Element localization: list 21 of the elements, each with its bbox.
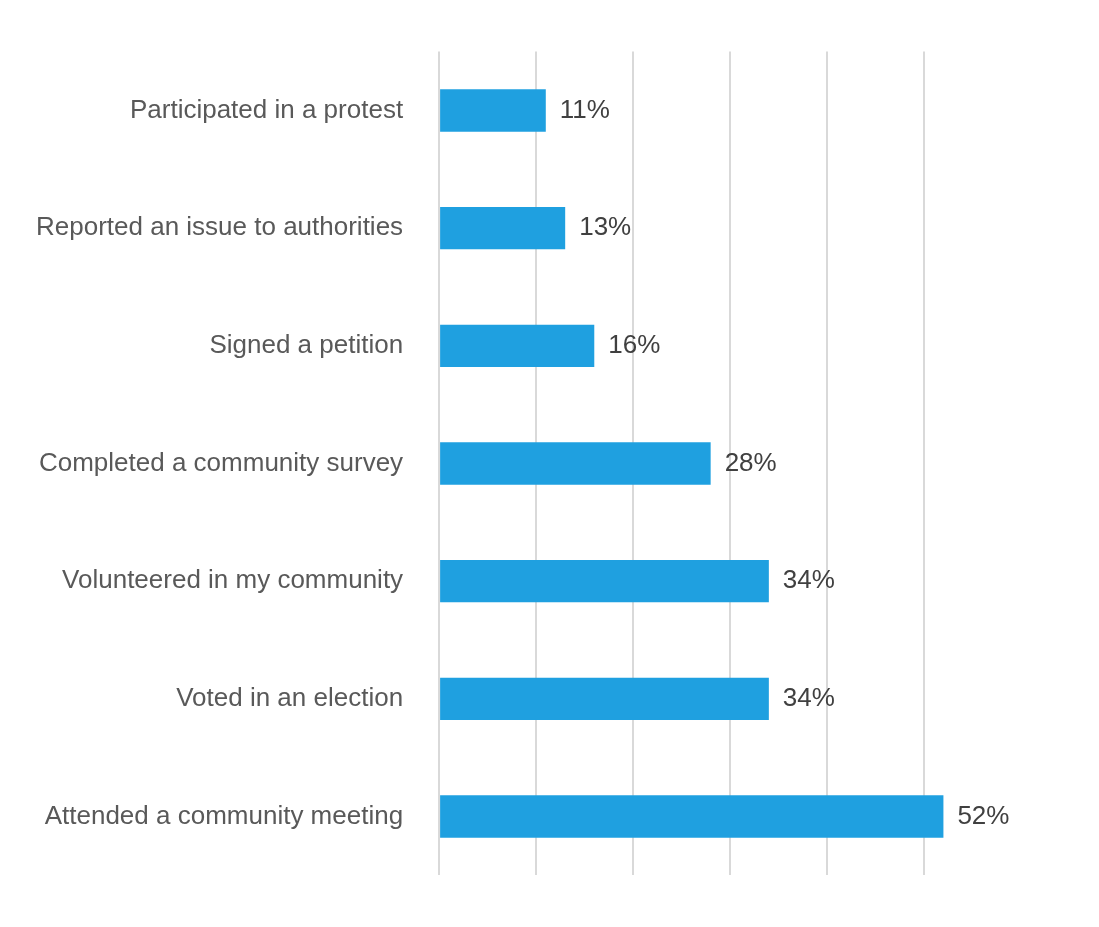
bar [440, 677, 769, 721]
data-label: 52% [957, 799, 1010, 830]
y-tick-label: Reported an issue to authorities [35, 211, 404, 242]
bar [440, 324, 595, 367]
bar [440, 795, 944, 838]
y-tick-label: Attended a community meeting [44, 799, 404, 830]
data-label: 11% [559, 93, 610, 124]
y-tick-label: Signed a petition [209, 328, 404, 359]
y-tick-label: Volunteered in my community [62, 564, 404, 595]
bar [440, 442, 711, 485]
data-label: 13% [579, 211, 632, 242]
bar [440, 89, 546, 132]
bar [440, 206, 566, 250]
bar [440, 560, 769, 603]
y-tick-label: Completed a community survey [38, 446, 404, 477]
y-tick-label: Participated in a protest [129, 93, 404, 124]
y-tick-label: Voted in an election [176, 682, 404, 713]
data-label: 16% [608, 328, 661, 359]
data-label: 34% [782, 682, 835, 713]
data-label: 34% [782, 564, 835, 595]
data-label: 28% [724, 446, 777, 477]
